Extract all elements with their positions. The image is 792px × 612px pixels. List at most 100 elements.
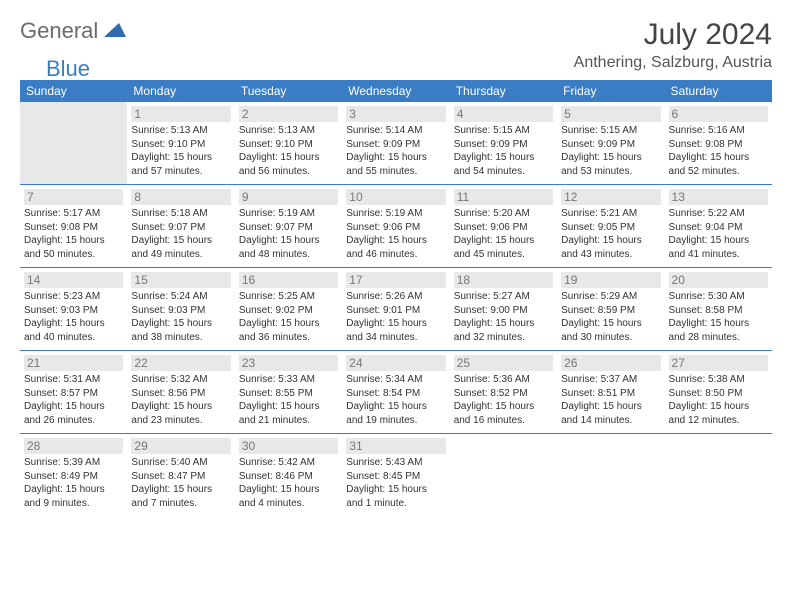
daylight-text: Daylight: 15 hours and 26 minutes. xyxy=(24,400,123,427)
daylight-text: Daylight: 15 hours and 30 minutes. xyxy=(561,317,660,344)
calendar-cell: 8Sunrise: 5:18 AMSunset: 9:07 PMDaylight… xyxy=(127,185,234,268)
daylight-text: Daylight: 15 hours and 50 minutes. xyxy=(24,234,123,261)
sunrise-text: Sunrise: 5:19 AM xyxy=(346,207,445,221)
calendar-cell: 7Sunrise: 5:17 AMSunset: 9:08 PMDaylight… xyxy=(20,185,127,268)
day-number: 7 xyxy=(24,189,123,205)
calendar-cell xyxy=(665,434,772,517)
day-number: 25 xyxy=(454,355,553,371)
calendar-row: 14 Sunrise: 5:23 AMSunset: 9:03 PM Dayligh… xyxy=(20,268,772,351)
calendar-cell: 30Sunrise: 5:42 AMSunset: 8:46 PMDayligh… xyxy=(235,434,342,517)
sunrise-text: Sunrise: 5:25 AM xyxy=(239,290,338,304)
day-number: 20 xyxy=(669,272,768,288)
daylight-text: Daylight: 15 hours and 32 minutes. xyxy=(454,317,553,344)
calendar-row: 21Sunrise: 5:31 AMSunset: 8:57 PMDayligh… xyxy=(20,351,772,434)
daylight-text: Daylight: 15 hours and 46 minutes. xyxy=(346,234,445,261)
calendar-cell: 2Sunrise: 5:13 AMSunset: 9:10 PMDaylight… xyxy=(235,102,342,185)
sunset-text: Sunset: 9:03 PM xyxy=(24,304,123,318)
sunset-text: Sunset: 8:58 PM xyxy=(669,304,768,318)
daylight-text: Daylight: 15 hours and 12 minutes. xyxy=(669,400,768,427)
sunset-text: Sunset: 8:45 PM xyxy=(346,470,445,484)
daylight-text: Daylight: 15 hours and 43 minutes. xyxy=(561,234,660,261)
day-info: Sunrise: 5:22 AMSunset: 9:04 PMDaylight:… xyxy=(669,207,768,261)
weekday-header: Sunday xyxy=(20,80,127,102)
sunrise-text: Sunrise: 5:42 AM xyxy=(239,456,338,470)
sunset-text: Sunset: 9:08 PM xyxy=(669,138,768,152)
daylight-text: Daylight: 15 hours and 48 minutes. xyxy=(239,234,338,261)
day-info: Sunrise: 5:34 AMSunset: 8:54 PMDaylight:… xyxy=(346,373,445,427)
daylight-text: Daylight: 15 hours and 4 minutes. xyxy=(239,483,338,510)
sunrise-text: Sunrise: 5:19 AM xyxy=(239,207,338,221)
day-number: 5 xyxy=(561,106,660,122)
day-number: 31 xyxy=(346,438,445,454)
day-number: 13 xyxy=(669,189,768,205)
day-info: Sunrise: 5:20 AMSunset: 9:06 PMDaylight:… xyxy=(454,207,553,261)
sunset-text: Sunset: 9:08 PM xyxy=(24,221,123,235)
daylight-text: Daylight: 15 hours and 28 minutes. xyxy=(669,317,768,344)
day-number: 3 xyxy=(346,106,445,122)
day-number: 23 xyxy=(239,355,338,371)
sunset-text: Sunset: 8:46 PM xyxy=(239,470,338,484)
calendar-cell: 16Sunrise: 5:25 AMSunset: 9:02 PMDayligh… xyxy=(235,268,342,351)
sunset-text: Sunset: 8:47 PM xyxy=(131,470,230,484)
day-number: 22 xyxy=(131,355,230,371)
daylight-text: Daylight: 15 hours and 54 minutes. xyxy=(454,151,553,178)
day-info: Sunrise: 5:39 AMSunset: 8:49 PMDaylight:… xyxy=(24,456,123,510)
day-info: Sunrise: 5:37 AMSunset: 8:51 PMDaylight:… xyxy=(561,373,660,427)
weekday-header-row: Sunday Monday Tuesday Wednesday Thursday… xyxy=(20,80,772,102)
day-info: Sunrise: 5:30 AMSunset: 8:58 PMDaylight:… xyxy=(669,290,768,344)
calendar-cell: 10Sunrise: 5:19 AMSunset: 9:06 PMDayligh… xyxy=(342,185,449,268)
calendar-cell: 13 Sunrise: 5:22 AMSunset: 9:04 PMDayligh… xyxy=(665,185,772,268)
weekday-header: Wednesday xyxy=(342,80,449,102)
sunset-text: Sunset: 9:09 PM xyxy=(561,138,660,152)
sunrise-text: Sunrise: 5:26 AM xyxy=(346,290,445,304)
day-number: 15 xyxy=(131,272,230,288)
calendar-cell: 23Sunrise: 5:33 AMSunset: 8:55 PMDayligh… xyxy=(235,351,342,434)
calendar-cell: 26 Sunrise: 5:37 AMSunset: 8:51 PMDayligh… xyxy=(557,351,664,434)
day-info: Sunrise: 5:13 AMSunset: 9:10 PMDaylight:… xyxy=(131,124,230,178)
day-info: Sunrise: 5:15 AMSunset: 9:09 PMDaylight:… xyxy=(561,124,660,178)
day-info: Sunrise: 5:16 AMSunset: 9:08 PMDaylight:… xyxy=(669,124,768,178)
sunset-text: Sunset: 9:09 PM xyxy=(454,138,553,152)
sunrise-text: Sunrise: 5:14 AM xyxy=(346,124,445,138)
calendar-cell: 15Sunrise: 5:24 AMSunset: 9:03 PMDayligh… xyxy=(127,268,234,351)
calendar-cell: 28Sunrise: 5:39 AMSunset: 8:49 PMDayligh… xyxy=(20,434,127,517)
sunset-text: Sunset: 8:54 PM xyxy=(346,387,445,401)
calendar-cell: 12 Sunrise: 5:21 AMSunset: 9:05 PMDayligh… xyxy=(557,185,664,268)
day-number: 12 xyxy=(561,189,660,205)
sunset-text: Sunset: 9:01 PM xyxy=(346,304,445,318)
sunrise-text: Sunrise: 5:34 AM xyxy=(346,373,445,387)
daylight-text: Daylight: 15 hours and 23 minutes. xyxy=(131,400,230,427)
day-info: Sunrise: 5:21 AMSunset: 9:05 PMDaylight:… xyxy=(561,207,660,261)
sunset-text: Sunset: 9:02 PM xyxy=(239,304,338,318)
daylight-text: Daylight: 15 hours and 7 minutes. xyxy=(131,483,230,510)
day-number: 26 xyxy=(561,355,660,371)
day-number: 14 xyxy=(24,272,123,288)
calendar-row: 28Sunrise: 5:39 AMSunset: 8:49 PMDayligh… xyxy=(20,434,772,517)
daylight-text: Daylight: 15 hours and 38 minutes. xyxy=(131,317,230,344)
sunrise-text: Sunrise: 5:39 AM xyxy=(24,456,123,470)
weekday-header: Friday xyxy=(557,80,664,102)
calendar-cell: 11Sunrise: 5:20 AMSunset: 9:06 PMDayligh… xyxy=(450,185,557,268)
calendar-cell: 29Sunrise: 5:40 AMSunset: 8:47 PMDayligh… xyxy=(127,434,234,517)
day-number: 19 xyxy=(561,272,660,288)
sunrise-text: Sunrise: 5:23 AM xyxy=(24,290,123,304)
day-info: Sunrise: 5:14 AMSunset: 9:09 PMDaylight:… xyxy=(346,124,445,178)
daylight-text: Daylight: 15 hours and 56 minutes. xyxy=(239,151,338,178)
calendar-cell: 18Sunrise: 5:27 AMSunset: 9:00 PMDayligh… xyxy=(450,268,557,351)
sunset-text: Sunset: 9:06 PM xyxy=(454,221,553,235)
sunrise-text: Sunrise: 5:18 AM xyxy=(131,207,230,221)
calendar-table: Sunday Monday Tuesday Wednesday Thursday… xyxy=(20,80,772,516)
sunrise-text: Sunrise: 5:30 AM xyxy=(669,290,768,304)
day-number: 9 xyxy=(239,189,338,205)
sunrise-text: Sunrise: 5:13 AM xyxy=(131,124,230,138)
daylight-text: Daylight: 15 hours and 21 minutes. xyxy=(239,400,338,427)
sunrise-text: Sunrise: 5:31 AM xyxy=(24,373,123,387)
day-number: 16 xyxy=(239,272,338,288)
sunset-text: Sunset: 9:07 PM xyxy=(131,221,230,235)
calendar-cell: 4Sunrise: 5:15 AMSunset: 9:09 PMDaylight… xyxy=(450,102,557,185)
calendar-cell: 9Sunrise: 5:19 AMSunset: 9:07 PMDaylight… xyxy=(235,185,342,268)
sunrise-text: Sunrise: 5:32 AM xyxy=(131,373,230,387)
daylight-text: Daylight: 15 hours and 19 minutes. xyxy=(346,400,445,427)
sunrise-text: Sunrise: 5:33 AM xyxy=(239,373,338,387)
calendar-cell: 1Sunrise: 5:13 AMSunset: 9:10 PMDaylight… xyxy=(127,102,234,185)
